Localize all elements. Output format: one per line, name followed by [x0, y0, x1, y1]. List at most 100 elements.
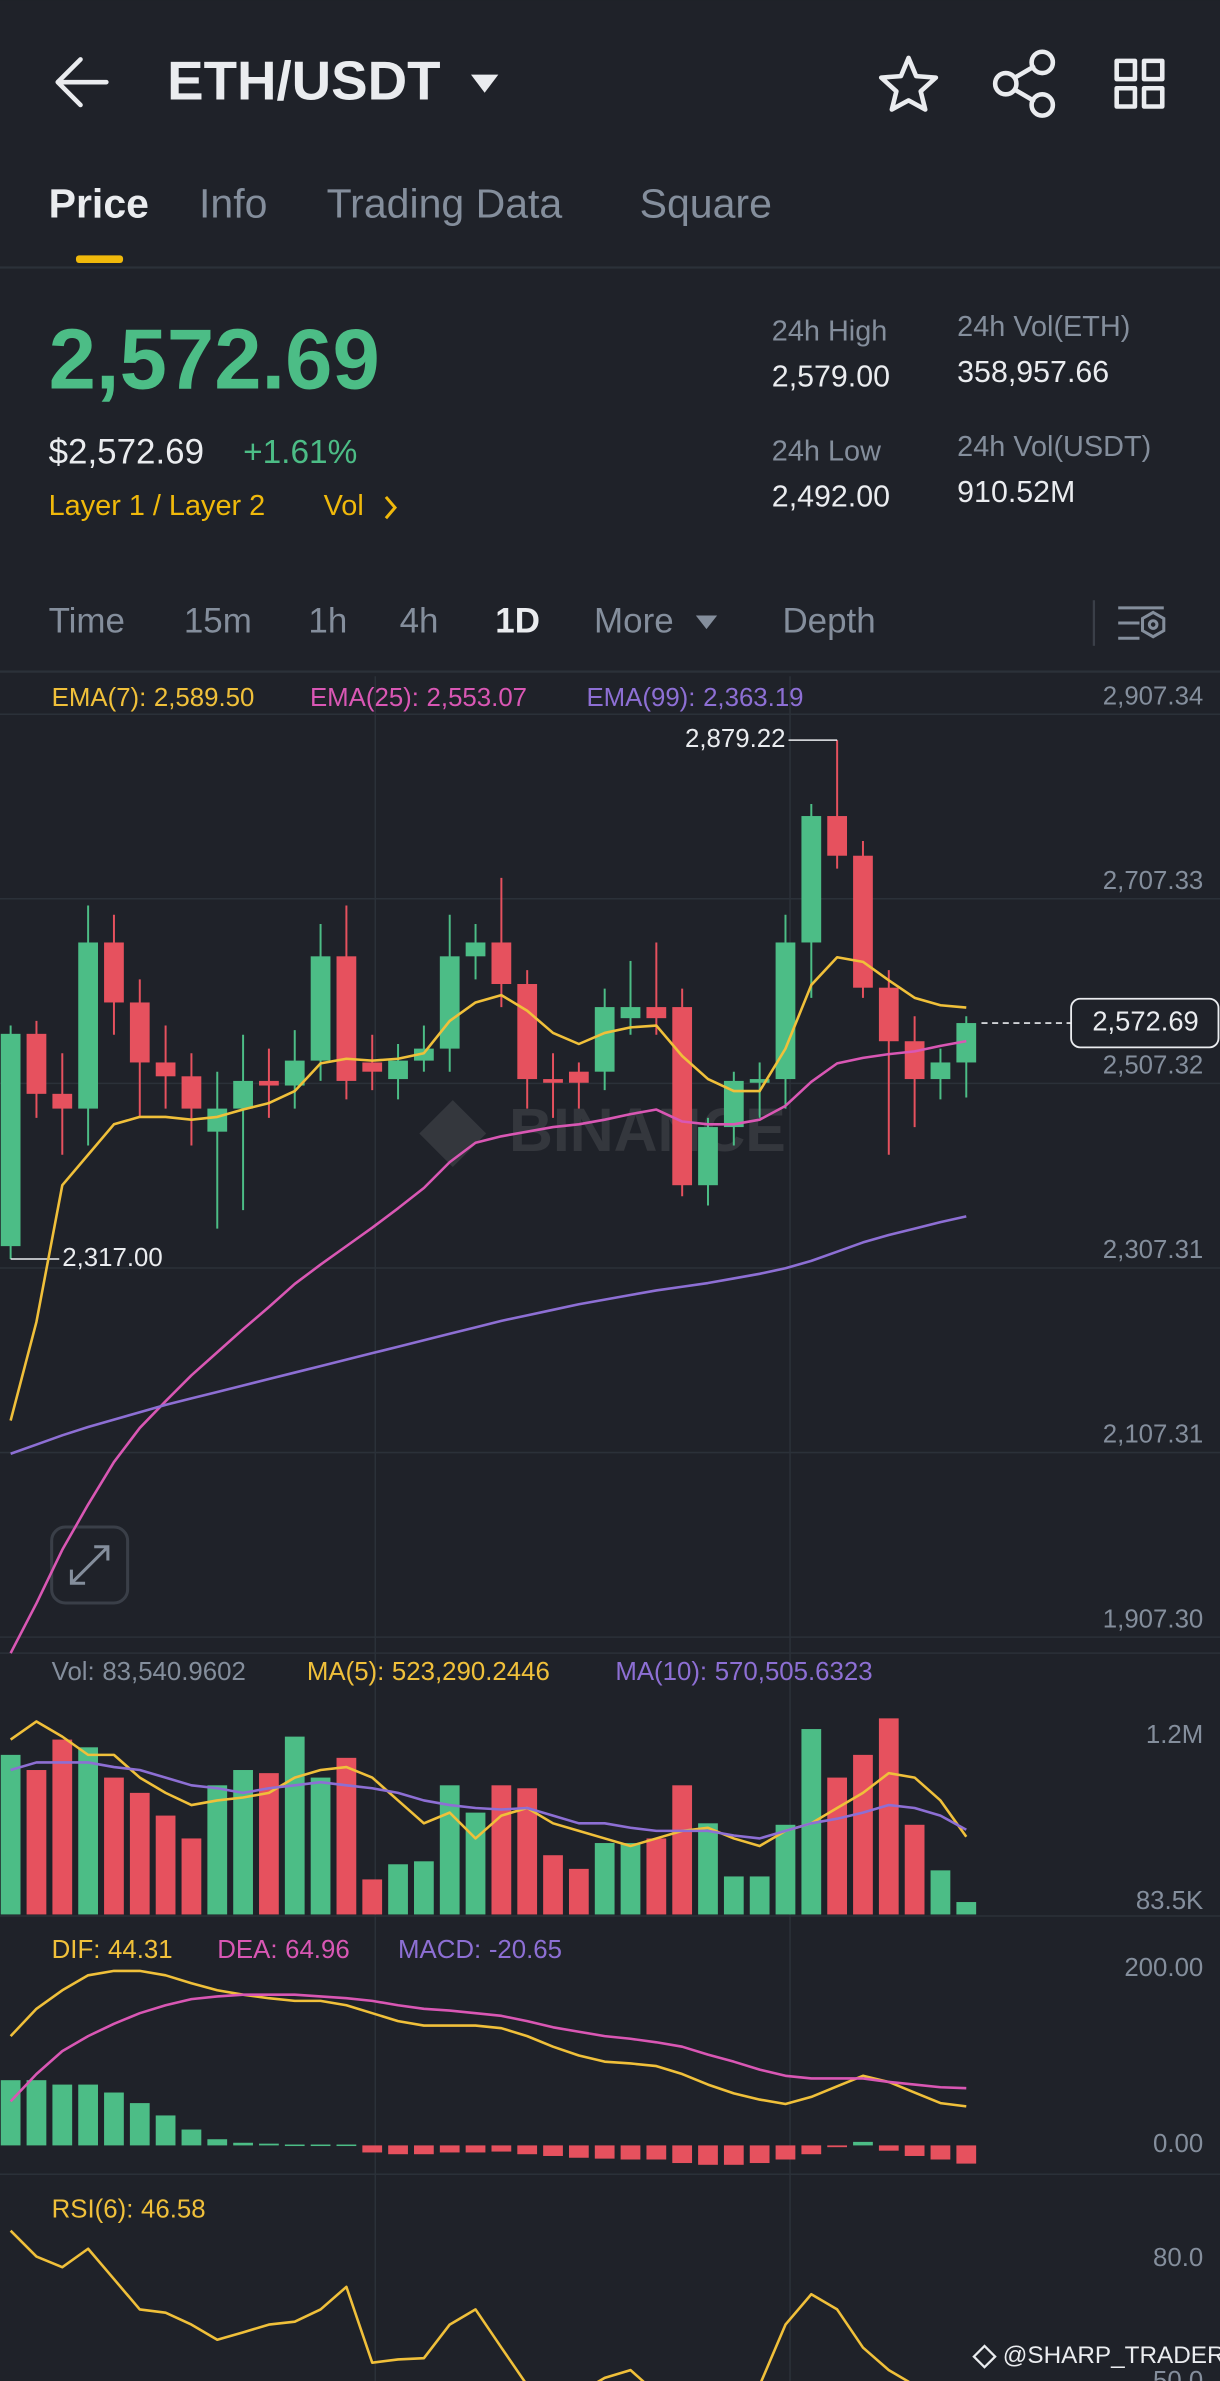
candle-body [52, 1093, 73, 1109]
interval[interactable]: 15m [184, 601, 252, 640]
menu-button[interactable] [1114, 58, 1165, 109]
chart-settings[interactable] [1118, 606, 1166, 640]
macd-bar [414, 2145, 434, 2155]
candle-body [775, 942, 796, 1080]
legend-name: Vol: [52, 1658, 95, 1686]
macd-bar [904, 2145, 925, 2156]
tab[interactable]: Square [640, 181, 772, 227]
legend-value: 570,505.6323 [715, 1658, 873, 1686]
expand-button[interactable] [50, 1525, 130, 1605]
volume-bar [749, 1876, 770, 1915]
interval[interactable]: 1h [308, 601, 347, 640]
interval[interactable]: Time [49, 601, 125, 640]
candle-body [233, 1080, 253, 1109]
candle-body [956, 1023, 977, 1063]
interval[interactable]: 1D [495, 601, 540, 640]
share-button[interactable] [992, 49, 1056, 118]
chevron [384, 495, 398, 520]
legend: MA(10): 570,505.6323 [615, 1658, 872, 1686]
macd-bar [956, 2145, 977, 2164]
macd-bar [801, 2145, 822, 2155]
y-tick-label: 2,507.32 [1103, 1052, 1203, 1080]
legend: MA(5): 523,290.2446 [307, 1658, 550, 1686]
volume-bar [491, 1785, 512, 1915]
macd-bar [543, 2145, 563, 2156]
pair-title[interactable]: ETH/USDT [167, 50, 440, 112]
tab[interactable]: Info [199, 181, 267, 227]
macd-bar [78, 2084, 98, 2146]
volume-bar [181, 1838, 202, 1915]
candle-body [284, 1060, 305, 1086]
tab[interactable]: Price [49, 181, 149, 227]
indicator-line [10, 1215, 967, 1455]
y-tick-label: 2,907.34 [1103, 682, 1203, 710]
legend-name: DEA: [217, 1936, 277, 1964]
volume-bar [52, 1739, 73, 1915]
macd-bar [775, 2145, 796, 2160]
interval[interactable]: More [594, 601, 674, 640]
favorite-button[interactable] [878, 55, 939, 112]
volume-bar [594, 1843, 615, 1915]
legend: RSI(6): 46.58 [52, 2196, 206, 2224]
last-price-box [1070, 997, 1220, 1049]
more-dropdown [695, 615, 718, 630]
macd-bar [284, 2144, 305, 2147]
volume-bar [207, 1785, 228, 1915]
candle-body [336, 956, 357, 1081]
macd-bar [827, 2145, 848, 2148]
legend-name: RSI(6): [52, 2196, 134, 2224]
macd-bar [853, 2141, 873, 2146]
y-tick-label: 80.0 [1153, 2244, 1203, 2272]
stat-label: 24h Low [772, 436, 881, 468]
candle-body [568, 1071, 589, 1083]
volume-bar [259, 1773, 279, 1915]
annotation-label: 2,879.22 [685, 725, 785, 753]
volume-bar [26, 1770, 47, 1915]
indicator-line [9, 955, 967, 1421]
watermark-text: BINANCE [509, 1096, 786, 1164]
volume-bar [362, 1879, 383, 1915]
macd-bar [491, 2145, 512, 2152]
vol-link[interactable]: Vol [324, 490, 364, 522]
footer-credit: @SHARP_TRADER [1003, 2342, 1220, 2369]
macd-bar [207, 2139, 228, 2146]
volume-bar [723, 1876, 744, 1915]
candle-body [517, 984, 538, 1080]
candle-body [259, 1080, 279, 1086]
candle-body [723, 1080, 744, 1128]
macd-bar [439, 2145, 460, 2153]
y-tick-label: 1,907.30 [1103, 1605, 1203, 1633]
macd-bar [646, 2145, 667, 2160]
macd-bar [517, 2145, 538, 2155]
legend: DIF: 44.31 [52, 1936, 173, 1964]
price-change: +1.61% [243, 434, 357, 471]
volume-bar [78, 1747, 98, 1915]
interval[interactable]: 4h [400, 601, 439, 640]
macd-bar [181, 2129, 202, 2146]
legend-value: 2,553.07 [427, 684, 527, 712]
volume-bar [930, 1870, 951, 1915]
macd-bar [104, 2092, 124, 2146]
macd-bar [594, 2145, 615, 2159]
price-usd: $2,572.69 [49, 433, 204, 472]
back-button[interactable] [55, 57, 109, 108]
tags[interactable]: Layer 1 / Layer 2 [49, 490, 266, 522]
legend: Vol: 83,540.9602 [52, 1658, 246, 1686]
legend: DEA: 64.96 [217, 1936, 349, 1964]
macd-bar [336, 2144, 357, 2147]
tab[interactable]: Trading Data [327, 181, 563, 227]
legend: EMA(7): 2,589.50 [52, 684, 255, 712]
volume-bar [465, 1812, 486, 1915]
volume-bar [672, 1785, 693, 1915]
pair-dropdown[interactable] [470, 74, 499, 93]
candle-body [672, 1007, 693, 1186]
y-tick-label: 1.2M [1146, 1721, 1203, 1749]
volume-bar [284, 1736, 305, 1915]
volume-bar [233, 1770, 253, 1915]
y-tick-label: 2,307.31 [1103, 1236, 1203, 1264]
macd-bar [930, 2145, 951, 2160]
candle-body [543, 1079, 563, 1083]
legend-name: EMA(7): [52, 684, 147, 712]
interval[interactable]: Depth [782, 601, 875, 640]
